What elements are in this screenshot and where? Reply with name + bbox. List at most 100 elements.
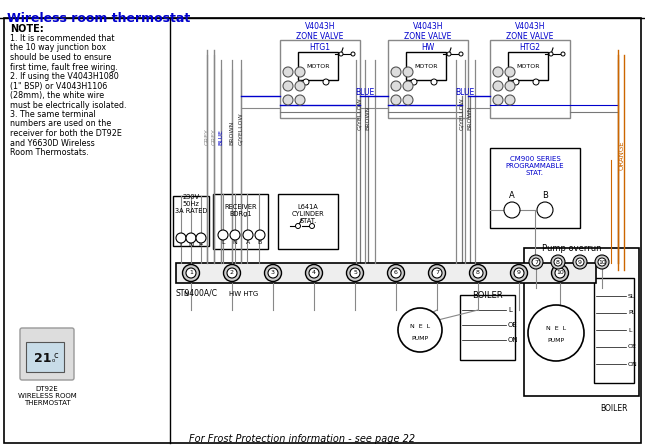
Circle shape [459, 52, 463, 56]
Bar [508, 52, 548, 80]
Text: BROWN: BROWN [230, 121, 235, 145]
Text: G/YELLOW: G/YELLOW [459, 97, 464, 130]
Text: HW HTG: HW HTG [229, 291, 258, 297]
Text: E: E [199, 242, 203, 248]
Text: MOTOR: MOTOR [516, 64, 540, 69]
Text: A: A [509, 191, 515, 201]
Bar [594, 278, 634, 383]
Text: Room Thermostats.: Room Thermostats. [10, 148, 88, 157]
Text: V4043H
ZONE VALVE
HTG2: V4043H ZONE VALVE HTG2 [506, 22, 553, 52]
Bar [388, 40, 468, 118]
Bar [490, 148, 580, 228]
Text: N: N [233, 240, 237, 245]
Circle shape [264, 265, 281, 282]
Circle shape [295, 224, 301, 228]
Text: SL: SL [628, 294, 635, 299]
Circle shape [514, 268, 524, 278]
Text: V4043H
ZONE VALVE
HTG1: V4043H ZONE VALVE HTG1 [296, 22, 344, 52]
Text: N  E  L: N E L [410, 325, 430, 329]
Circle shape [403, 81, 413, 91]
Text: ORANGE: ORANGE [619, 140, 625, 170]
Text: (1" BSP) or V4043H1106: (1" BSP) or V4043H1106 [10, 81, 107, 90]
Circle shape [295, 67, 305, 77]
Text: 2. If using the V4043H1080: 2. If using the V4043H1080 [10, 72, 119, 81]
Circle shape [339, 52, 343, 56]
Text: DT92E
WIRELESS ROOM
THERMOSTAT: DT92E WIRELESS ROOM THERMOSTAT [17, 386, 76, 406]
Text: NOTE:: NOTE: [10, 24, 44, 34]
Text: For Frost Protection information - see page 22: For Frost Protection information - see p… [189, 434, 415, 444]
Bar [173, 196, 209, 246]
Text: 9: 9 [517, 270, 521, 275]
Text: 7: 7 [534, 260, 538, 265]
Bar [460, 295, 515, 360]
Circle shape [513, 79, 519, 85]
Text: L: L [179, 242, 183, 248]
Circle shape [403, 67, 413, 77]
Circle shape [303, 79, 309, 85]
Text: Wireless room thermostat: Wireless room thermostat [7, 12, 190, 25]
Text: numbers are used on the: numbers are used on the [10, 119, 111, 128]
Circle shape [428, 265, 446, 282]
Circle shape [243, 230, 253, 240]
Text: (28mm), the white wire: (28mm), the white wire [10, 91, 104, 100]
Bar [278, 194, 338, 249]
Circle shape [493, 95, 503, 105]
Circle shape [230, 230, 240, 240]
Bar [280, 40, 360, 118]
Text: L: L [628, 328, 631, 333]
Circle shape [505, 81, 515, 91]
Circle shape [470, 265, 486, 282]
Circle shape [411, 79, 417, 85]
Circle shape [391, 67, 401, 77]
Circle shape [555, 268, 565, 278]
Text: GREY: GREY [212, 128, 217, 145]
Circle shape [295, 81, 305, 91]
Text: L: L [508, 307, 512, 313]
Text: OE: OE [508, 322, 518, 328]
Text: BOILER: BOILER [600, 404, 628, 413]
Circle shape [283, 95, 293, 105]
Circle shape [323, 79, 329, 85]
Text: N: N [183, 291, 188, 297]
Circle shape [537, 202, 553, 218]
Circle shape [505, 95, 515, 105]
Bar [176, 263, 596, 283]
Text: BROWN: BROWN [468, 105, 473, 130]
Circle shape [227, 268, 237, 278]
Text: the 10 way junction box: the 10 way junction box [10, 43, 106, 52]
Text: BLUE: BLUE [219, 129, 224, 145]
Circle shape [391, 95, 401, 105]
Circle shape [447, 52, 451, 56]
Circle shape [398, 308, 442, 352]
Text: 8: 8 [476, 270, 480, 275]
Circle shape [391, 268, 401, 278]
Circle shape [473, 268, 483, 278]
Text: N  E  L: N E L [546, 325, 566, 330]
Text: OE: OE [628, 345, 637, 350]
Circle shape [529, 255, 543, 269]
Text: PL: PL [628, 311, 635, 316]
Bar [490, 40, 570, 118]
Text: 10: 10 [556, 270, 564, 275]
Text: 230V
50Hz
3A RATED: 230V 50Hz 3A RATED [175, 194, 207, 214]
Circle shape [224, 265, 241, 282]
Text: must be electrically isolated.: must be electrically isolated. [10, 101, 126, 110]
Text: 1. It is recommended that: 1. It is recommended that [10, 34, 115, 43]
Circle shape [598, 258, 606, 266]
Text: N: N [188, 242, 193, 248]
Circle shape [554, 258, 562, 266]
Circle shape [533, 79, 539, 85]
Circle shape [310, 224, 315, 228]
Circle shape [196, 233, 206, 243]
Bar [406, 52, 446, 80]
Text: 3: 3 [271, 270, 275, 275]
Circle shape [432, 268, 442, 278]
Circle shape [549, 52, 553, 56]
Text: 1: 1 [189, 270, 193, 275]
Circle shape [551, 255, 565, 269]
Text: L: L [221, 240, 224, 245]
Text: 8: 8 [556, 260, 560, 265]
Text: ON: ON [628, 362, 638, 367]
Text: 3. The same terminal: 3. The same terminal [10, 110, 95, 119]
Circle shape [283, 67, 293, 77]
